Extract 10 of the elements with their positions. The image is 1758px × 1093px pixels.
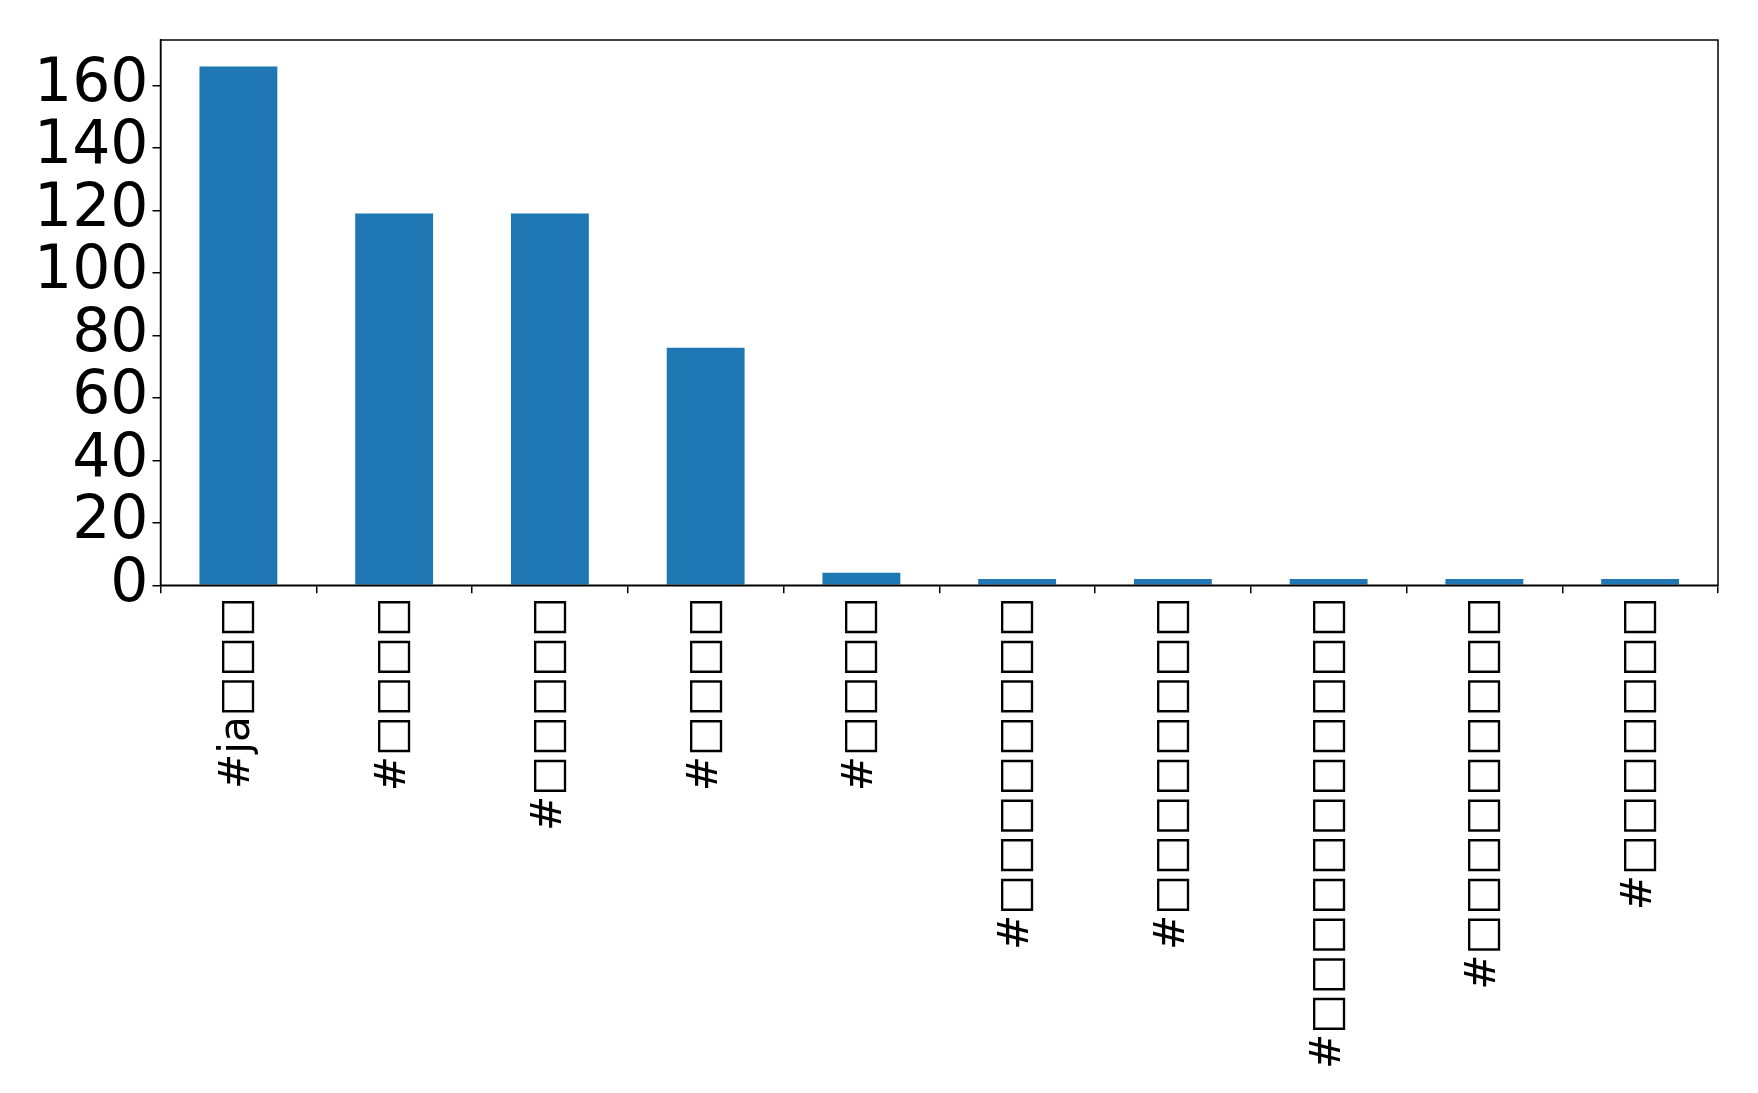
x-tick-label: #□□□□□□□□□ (1456, 597, 1506, 990)
x-tick-label: #□□□□□□□□ (1144, 597, 1194, 950)
x-tick-label: #ja□□□ (210, 597, 260, 789)
x-tick-label: #□□□□□□□ (1612, 597, 1662, 911)
x-tick-label: #□□□□ (366, 597, 416, 792)
x-tick-label: #□□□□□□□□ (989, 597, 1039, 950)
x-tick-label: #□□□□□ (521, 597, 571, 831)
x-tick-label: #□□□□ (833, 597, 883, 792)
x-tick-label: #□□□□ (677, 597, 727, 792)
x-tick-label: #□□□□□□□□□□□ (1300, 597, 1350, 1069)
